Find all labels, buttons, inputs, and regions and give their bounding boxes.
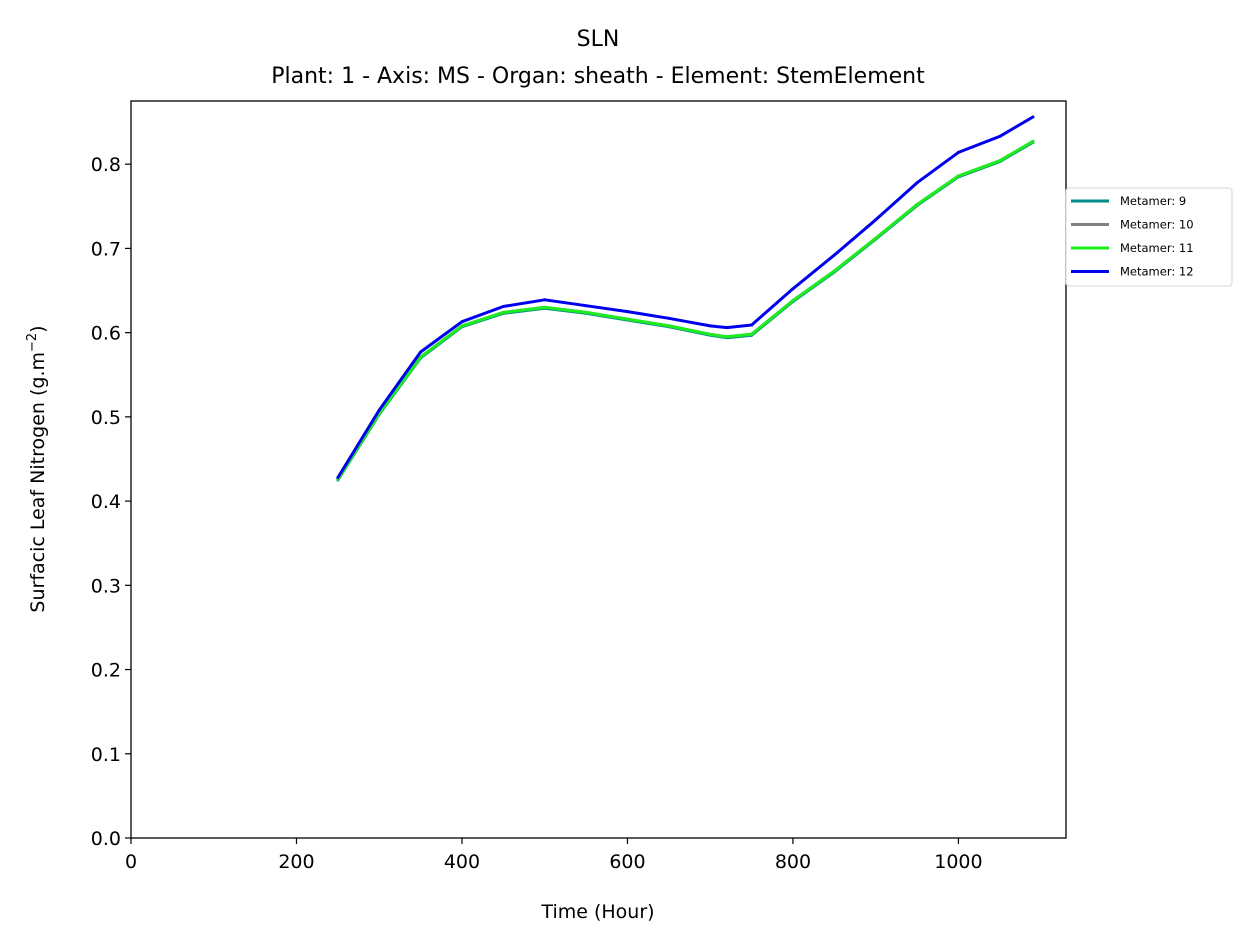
- series-point: [874, 218, 878, 222]
- y-tick-label: 0.7: [91, 238, 121, 260]
- y-tick-label: 0.8: [91, 154, 121, 176]
- series-point: [708, 332, 712, 336]
- series-point: [667, 316, 671, 320]
- series-point: [584, 304, 588, 308]
- series-point: [336, 476, 340, 479]
- series-point: [667, 324, 671, 328]
- series-line: [336, 140, 1035, 482]
- series-point: [998, 159, 1002, 163]
- plot-area-frame: [130, 100, 1067, 839]
- y-axis-label-end: ): [27, 325, 49, 332]
- series-point: [501, 305, 505, 308]
- series-lines: [336, 115, 1035, 482]
- x-tick-label: 0: [125, 851, 137, 873]
- series-point: [1031, 139, 1035, 143]
- chart-subtitle: Plant: 1 - Axis: MS - Organ: sheath - El…: [271, 64, 925, 89]
- x-tick-label: 1000: [934, 851, 982, 873]
- legend-label: Metamer: 9: [1120, 194, 1186, 208]
- y-tick-label: 0.2: [91, 660, 121, 682]
- series-point: [791, 299, 795, 303]
- series-point: [832, 269, 836, 273]
- series-point: [460, 320, 464, 324]
- series-point: [501, 310, 505, 314]
- y-axis-label-superscript: −2: [25, 333, 40, 352]
- series-point: [725, 326, 729, 330]
- series-point: [377, 408, 381, 412]
- x-tick-label: 600: [609, 851, 645, 873]
- legend-items: Metamer: 9 Metamer: 10 Metamer: 11 Metamer:…: [1071, 194, 1194, 279]
- legend-label: Metamer: 10: [1120, 218, 1194, 232]
- series-point: [791, 287, 795, 291]
- series-point: [956, 174, 960, 178]
- legend-box: [1065, 187, 1233, 287]
- series-point: [750, 323, 754, 327]
- series-point: [874, 236, 878, 240]
- y-tick-label: 0.6: [91, 323, 121, 345]
- series-line: [336, 139, 1035, 481]
- series-point: [832, 253, 836, 257]
- series-line: [336, 115, 1035, 479]
- x-tick-label: 800: [775, 851, 811, 873]
- y-tick-label: 0.5: [91, 407, 121, 429]
- series-point: [915, 181, 919, 185]
- chart-title: SLN: [577, 27, 620, 52]
- legend-label: Metamer: 11: [1120, 241, 1194, 255]
- series-point: [708, 324, 712, 328]
- series-point: [956, 150, 960, 154]
- series-point: [460, 324, 464, 328]
- y-axis-label: Surfacic Leaf Nitrogen (g.m−2): [25, 325, 49, 612]
- series-point: [419, 355, 423, 359]
- series-point: [543, 298, 547, 302]
- x-axis-label: Time (Hour): [540, 901, 654, 923]
- series-point: [626, 310, 629, 314]
- series-point: [750, 332, 754, 336]
- legend: Metamer: 9 Metamer: 10 Metamer: 11 Metamer:…: [1065, 187, 1233, 287]
- series-line: [336, 139, 1035, 481]
- y-tick-label: 0.4: [91, 491, 121, 513]
- y-axis-label-main: Surfacic Leaf Nitrogen (g.m: [27, 352, 49, 613]
- y-tick-label: 0.1: [91, 744, 121, 766]
- y-tick-label: 0.3: [91, 575, 121, 597]
- axis-ticks: 0 200 400 600 800 1000 0.0 0.1 0.2 0.3 0.4 0.5 0.6 0.…: [91, 154, 983, 873]
- series-point: [584, 310, 588, 314]
- legend-label: Metamer: 12: [1120, 265, 1194, 279]
- series-point: [419, 350, 423, 354]
- series-point: [915, 203, 919, 207]
- series-point: [1031, 115, 1035, 119]
- series-point: [543, 305, 547, 309]
- series-point: [998, 134, 1002, 138]
- series-point: [626, 317, 629, 321]
- x-tick-label: 200: [278, 851, 314, 873]
- y-tick-label: 0.0: [91, 828, 121, 850]
- series-point: [725, 335, 729, 339]
- x-tick-label: 400: [444, 851, 480, 873]
